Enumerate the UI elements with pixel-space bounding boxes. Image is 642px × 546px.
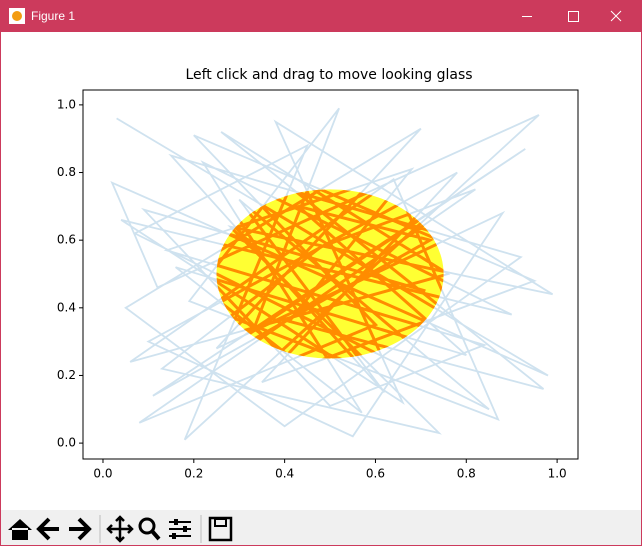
maximize[interactable] [568,11,579,22]
zoom-handle [150,529,161,541]
x-tick-label: 0.8 [457,467,476,481]
zoom-button[interactable] [138,517,156,535]
y-tick-label: 0.2 [57,368,76,382]
window-title: Figure 1 [31,9,76,23]
title-bar: Figure 1 [1,1,641,32]
x-tick-label: 0.2 [184,467,203,481]
y-tick-label: 1.0 [57,97,76,111]
y-tick-label: 0.4 [57,300,76,314]
title-bar-icons [9,8,622,24]
save-icon-part [214,518,227,527]
save-button[interactable] [208,516,233,542]
y-tick-label: 0.8 [57,165,76,179]
forward-button[interactable] [69,517,92,541]
y-tick-label: 0.6 [57,233,76,247]
toolbar-icons [8,515,233,543]
x-tick-label: 0.0 [93,467,112,481]
plot-frame [82,89,579,460]
app-icon-dot [12,11,22,21]
toolbar [1,510,641,545]
pan-button[interactable] [106,515,134,543]
configure-knobs [172,519,187,539]
chart-title: Left click and drag to move looking glas… [185,67,472,83]
x-tick-label: 0.6 [366,467,385,481]
y-tick-label: 0.0 [57,436,76,450]
x-tick-label: 0.4 [275,467,294,481]
chart: Left click and drag to move looking glas… [57,67,579,481]
back-button[interactable] [36,517,59,541]
x-tick-label: 1.0 [548,467,567,481]
home-button[interactable] [8,519,32,540]
close[interactable] [610,10,622,22]
lens-line [216,189,444,359]
